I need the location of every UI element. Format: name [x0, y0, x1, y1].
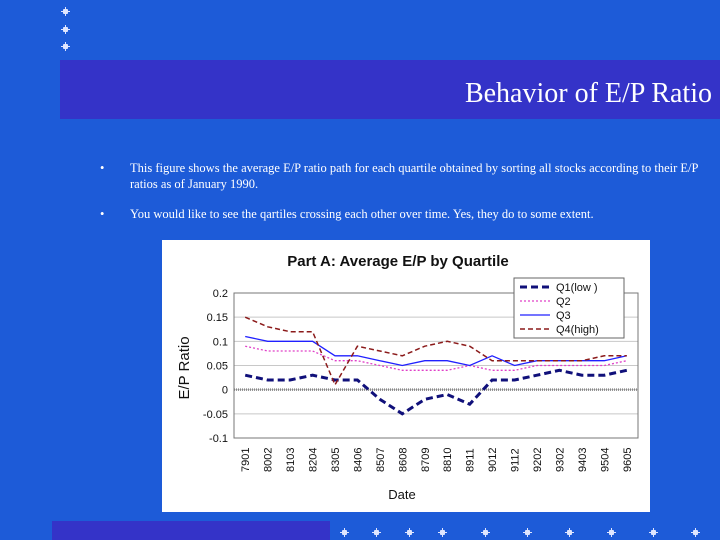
- bullet-list: • This figure shows the average E/P rati…: [100, 160, 710, 236]
- x-tick-label: 8810: [442, 448, 454, 472]
- decor-dot: [372, 528, 381, 537]
- ep-ratio-chart: Part A: Average E/P by Quartile Date E/P…: [176, 253, 639, 502]
- x-tick-label: 8002: [263, 448, 275, 472]
- x-tick-label: 8709: [420, 448, 432, 472]
- x-tick-label: 8305: [330, 448, 342, 472]
- series-line: [244, 316, 627, 387]
- plot-frame: [233, 292, 639, 439]
- legend-box: [513, 277, 625, 339]
- x-tick-label: 9202: [532, 448, 544, 472]
- x-tick-label: 9504: [599, 448, 611, 472]
- y-tick-label: -0.05: [203, 409, 228, 421]
- bullet-mark: •: [100, 161, 105, 175]
- y-axis-label: E/P Ratio: [176, 336, 193, 399]
- x-axis-label: Date: [388, 487, 415, 502]
- footer-bar: [52, 521, 330, 540]
- y-tick-label: 0: [222, 385, 228, 397]
- slide-title: Behavior of E/P Ratio: [464, 78, 712, 109]
- y-tick-label: 0.1: [213, 336, 228, 348]
- x-tick-label: 9012: [487, 448, 499, 472]
- bullet-text: This figure shows the average E/P ratio …: [130, 161, 699, 191]
- decor-dot: [565, 528, 574, 537]
- decor-dot: [607, 528, 616, 537]
- decor-dot: [405, 528, 414, 537]
- decor-dot: [61, 7, 70, 16]
- x-tick-label: 8406: [352, 448, 364, 472]
- y-tick-label: 0.15: [207, 312, 228, 324]
- legend-label: Q3: [556, 310, 571, 322]
- x-tick-label: 8507: [375, 448, 387, 472]
- y-tick-label: 0.05: [207, 361, 228, 373]
- decor-dot: [340, 528, 349, 537]
- x-tick-label: 8608: [397, 448, 409, 472]
- bullet-text: You would like to see the qartiles cross…: [130, 207, 594, 221]
- legend-label: Q1(low ): [556, 282, 598, 294]
- x-tick-label: 9403: [577, 448, 589, 472]
- x-tick-label: 9605: [622, 448, 634, 472]
- legend-label: Q4(high): [556, 324, 599, 336]
- title-band: Behavior of E/P Ratio: [60, 60, 720, 119]
- bullet-item: • You would like to see the qartiles cro…: [100, 206, 710, 222]
- x-tick-label: 7901: [240, 448, 252, 472]
- x-tick-label: 9112: [510, 448, 522, 472]
- decor-dot: [61, 25, 70, 34]
- y-tick-label: 0.2: [213, 288, 228, 300]
- decor-dot: [649, 528, 658, 537]
- chart-container: Part A: Average E/P by Quartile Date E/P…: [162, 240, 650, 512]
- decor-dot: [481, 528, 490, 537]
- decor-dot: [61, 42, 70, 51]
- chart-title: Part A: Average E/P by Quartile: [287, 253, 508, 270]
- x-tick-label: 8103: [285, 448, 297, 472]
- x-tick-label: 9302: [554, 448, 566, 472]
- bullet-mark: •: [100, 207, 105, 221]
- x-tick-label: 8204: [308, 448, 320, 472]
- decor-dot: [691, 528, 700, 537]
- series-line: [244, 368, 628, 416]
- series-line: [245, 345, 627, 371]
- bullet-item: • This figure shows the average E/P rati…: [100, 160, 710, 192]
- decor-dot: [438, 528, 447, 537]
- decor-dot: [523, 528, 532, 537]
- y-tick-label: -0.1: [209, 433, 228, 445]
- legend-label: Q2: [556, 296, 571, 308]
- x-tick-label: 8911: [465, 448, 477, 472]
